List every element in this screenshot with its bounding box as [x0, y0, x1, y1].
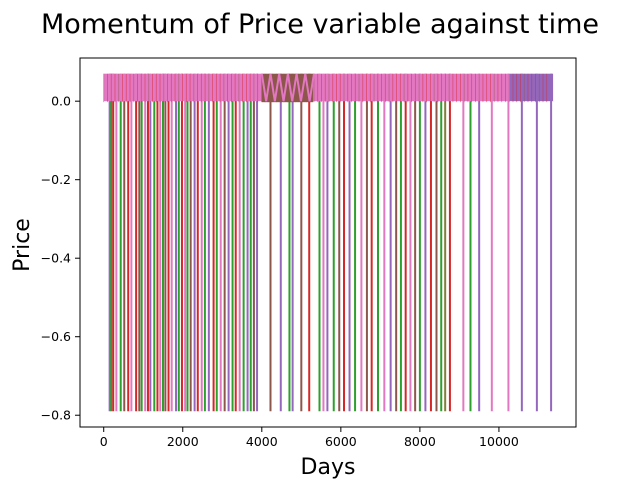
x-tick-label: 6000 — [325, 434, 357, 449]
y-tick-label: −0.4 — [41, 251, 71, 266]
y-tick-label: 0.0 — [51, 94, 71, 109]
chart-title: Momentum of Price variable against time — [41, 9, 599, 40]
x-tick-label: 2000 — [167, 434, 199, 449]
x-axis-label: Days — [301, 455, 356, 480]
x-tick-label: 4000 — [246, 434, 278, 449]
plot-frame — [79, 57, 577, 428]
band-zigzag — [260, 73, 315, 102]
y-tick-label: −0.8 — [41, 408, 71, 423]
x-tick-label: 10000 — [479, 434, 519, 449]
y-axis-label: Price — [10, 218, 35, 272]
x-tick-label: 0 — [100, 434, 108, 449]
y-tick-label: −0.2 — [41, 172, 71, 187]
y-tick-label: −0.6 — [41, 329, 71, 344]
x-axis-ticks: 0 2000 4000 6000 8000 10000 — [100, 427, 519, 449]
y-axis-ticks: 0.0 −0.2 −0.4 −0.6 −0.8 — [41, 94, 80, 423]
x-tick-label: 8000 — [404, 434, 436, 449]
spike-lines — [108, 73, 553, 412]
top-band — [103, 73, 554, 103]
plot-area — [103, 73, 554, 412]
